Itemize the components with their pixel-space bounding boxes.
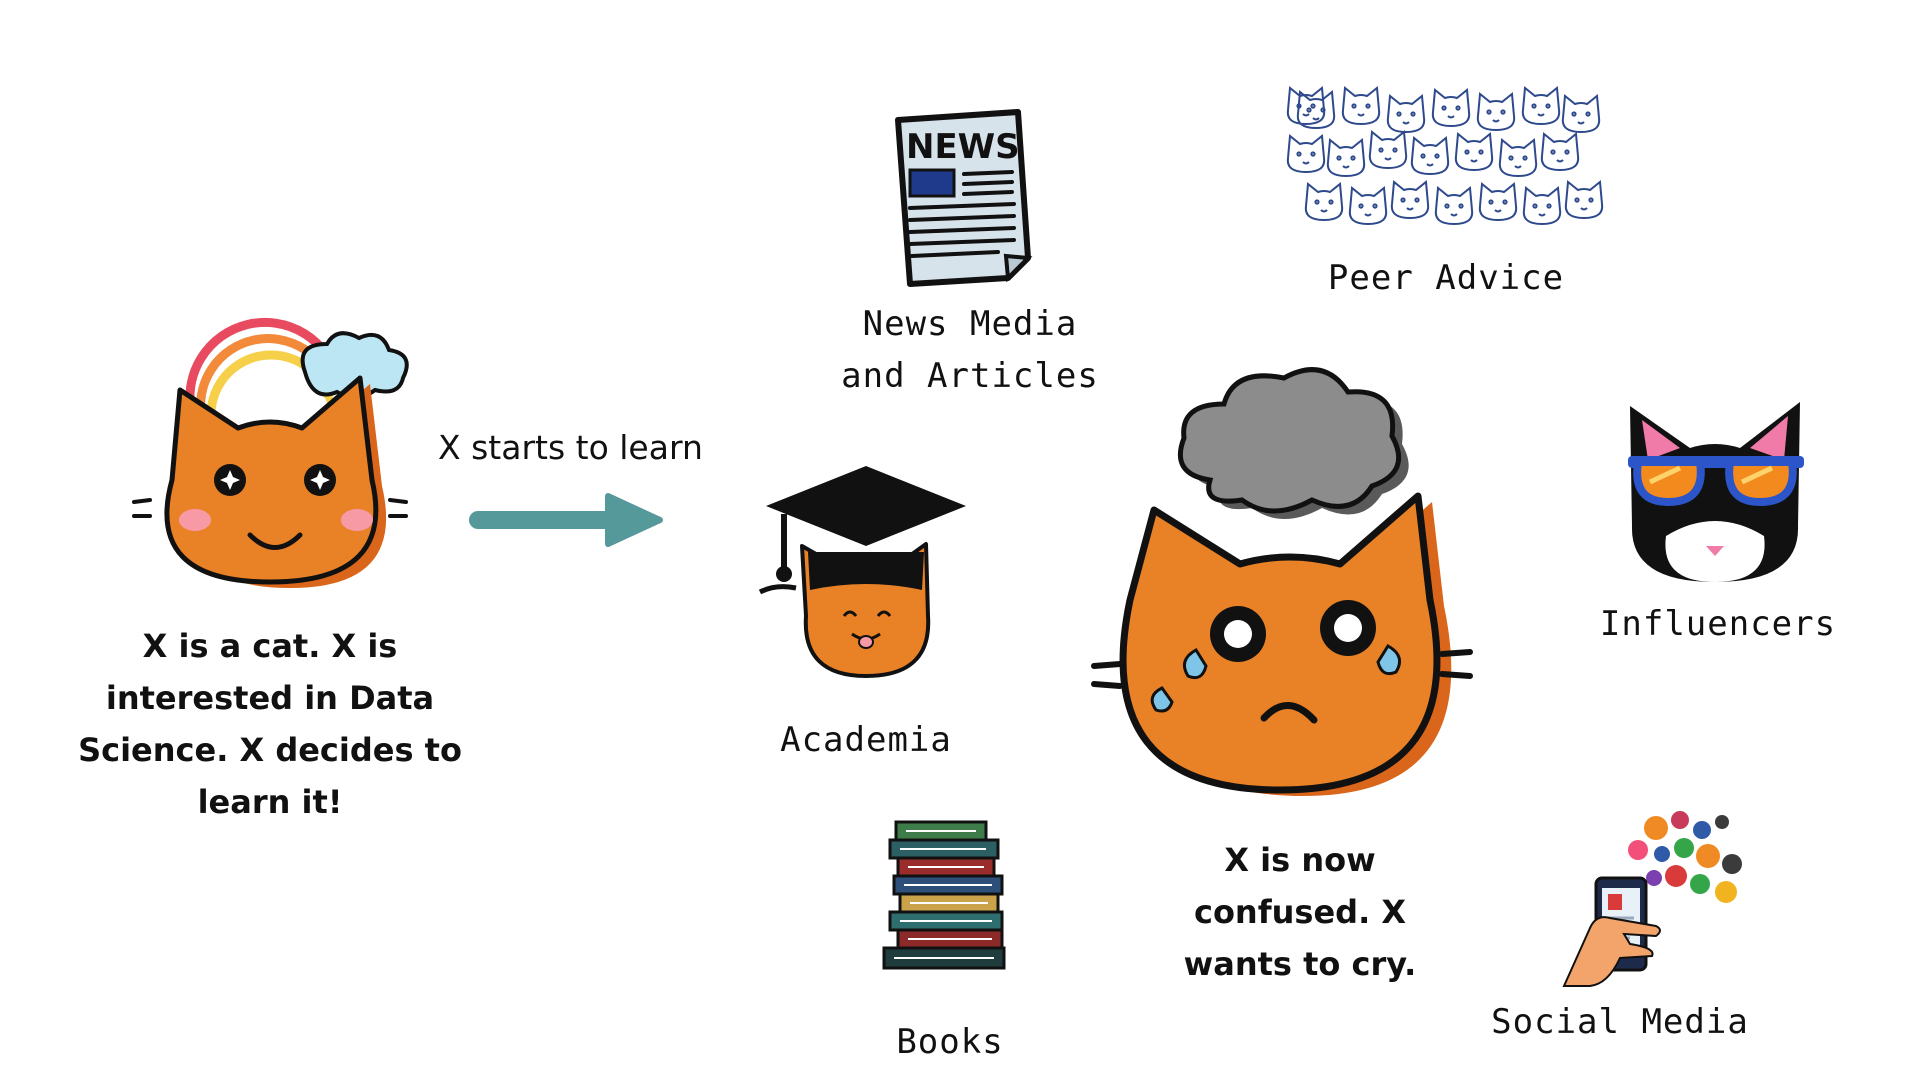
social-media-phone-icon: [1562, 811, 1742, 987]
newspaper-icon: NEWS: [895, 109, 1033, 287]
start-caption-line: learn it!: [197, 783, 343, 821]
end-caption-line: wants to cry.: [1183, 945, 1417, 983]
cat-crowd-icon: [1286, 86, 1604, 225]
crying-cat-icon: [1091, 367, 1473, 796]
end-caption-line: confused. X: [1193, 893, 1407, 931]
start-caption-line: interested in Data: [105, 679, 435, 717]
sunglasses-cat-icon: [1628, 402, 1804, 582]
news-label: News Media and Articles: [820, 298, 1120, 402]
start-caption-line: X is a cat. X is: [142, 627, 398, 665]
start-caption-line: Science. X decides to: [78, 731, 462, 769]
academia-label: Academia: [780, 720, 952, 760]
social-label: Social Media: [1491, 1002, 1749, 1042]
start-caption: X is a cat. X is interested in Data Scie…: [40, 620, 500, 828]
news-label-line: and Articles: [841, 356, 1099, 396]
happy-cat-icon: [132, 317, 409, 588]
news-label-line: News Media: [862, 304, 1078, 344]
graduate-cat-icon: [758, 466, 966, 678]
end-caption-line: X is now: [1224, 841, 1376, 879]
books-stack-icon: [882, 820, 1006, 970]
right-arrow-icon: [469, 493, 663, 547]
end-caption: X is now confused. X wants to cry.: [1110, 834, 1490, 990]
books-label: Books: [896, 1022, 1004, 1062]
influencers-label: Influencers: [1599, 604, 1837, 644]
arrow-label: X starts to learn: [438, 428, 703, 467]
newspaper-headline: NEWS: [906, 127, 1020, 167]
storm-cloud-icon: [1177, 367, 1409, 519]
peer-label: Peer Advice: [1327, 258, 1565, 298]
